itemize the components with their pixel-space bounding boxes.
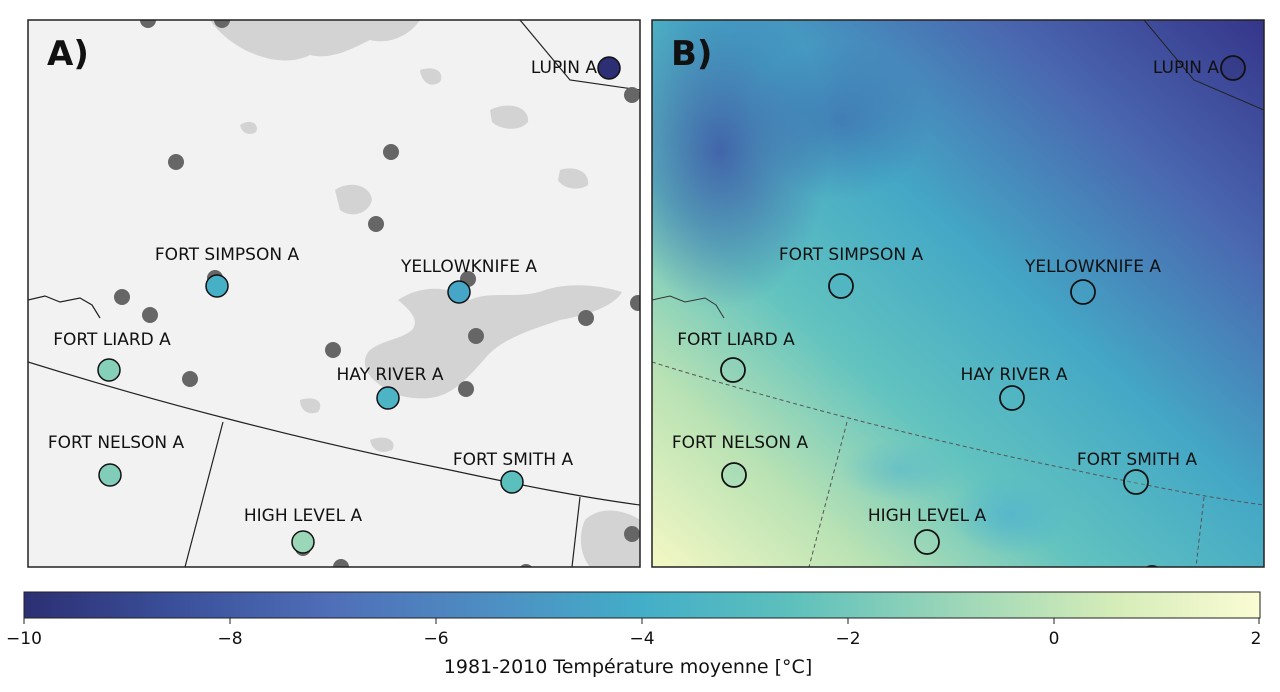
station-dot: [142, 307, 158, 323]
colorbar-tick-label: −8: [217, 629, 242, 649]
station-marker-fort-nelson: [98, 463, 122, 487]
lake-shape: [490, 105, 529, 129]
station-dot: [140, 20, 156, 28]
station-dot: [578, 310, 594, 326]
colorbar-ticks: [23, 618, 1260, 624]
province-border: [1195, 496, 1205, 567]
station-dot: [383, 144, 399, 160]
station-label-high-level: HIGH LEVEL A: [868, 506, 987, 526]
station-marker-high-level: [914, 529, 940, 555]
stations-a: [97, 56, 621, 554]
station-marker-fort-liard: [720, 357, 746, 383]
station-label-hay-river: HAY RIVER A: [961, 365, 1068, 385]
colorbar-gradient: [23, 591, 1261, 619]
station-dot: [458, 381, 474, 397]
lake-shape: [335, 184, 372, 215]
cold-zone: [750, 40, 930, 200]
panel-a-letter: A): [47, 34, 89, 74]
station-label-yellowknife: YELLOWKNIFE A: [400, 257, 537, 277]
station-dot: [468, 328, 484, 344]
cool-zone: [950, 475, 1070, 555]
station-marker-yellowknife: [1070, 279, 1096, 305]
province-border: [808, 421, 848, 567]
station-label-fort-nelson: FORT NELSON A: [48, 433, 185, 453]
colorbar-tick-label: 0: [1049, 629, 1060, 649]
station-label-hay-river: HAY RIVER A: [337, 365, 444, 385]
colorbar-title: 1981-2010 Température moyenne [°C]: [444, 656, 812, 678]
station-dot: [168, 154, 184, 170]
station-marker-high-level: [291, 530, 315, 554]
panel-a-frame: [27, 19, 641, 568]
station-marker-fort-smith: [1123, 469, 1149, 495]
station-marker-lupin: [1220, 55, 1246, 81]
station-dot: [182, 371, 198, 387]
station-label-fort-nelson: FORT NELSON A: [672, 433, 809, 453]
panel-b-field: [652, 20, 1264, 567]
station-dot: [630, 295, 640, 311]
station-marker-fort-liard: [97, 358, 121, 382]
lake-shape: [370, 437, 394, 452]
station-dot: [368, 216, 384, 232]
station-label-fort-simpson: FORT SIMPSON A: [155, 245, 300, 265]
station-dot: [325, 342, 341, 358]
station-label-fort-liard: FORT LIARD A: [53, 330, 171, 350]
lake-shape: [300, 398, 321, 414]
station-marker-lupin: [597, 56, 621, 80]
province-border: [184, 421, 224, 567]
colorbar-tick-label: 2: [1251, 629, 1262, 649]
territory-border: [1143, 20, 1264, 111]
station-label-lupin: LUPIN A: [531, 58, 597, 78]
panel-a-terrain: [28, 20, 640, 567]
station-label-fort-liard: FORT LIARD A: [677, 330, 795, 350]
lake-shape: [558, 168, 589, 189]
station-marker-hay-river: [376, 386, 400, 410]
colorbar-tick-label: −4: [629, 629, 654, 649]
station-label-high-level: HIGH LEVEL A: [244, 506, 363, 526]
panel-b-frame: [651, 19, 1265, 568]
station-marker-partial: [1145, 565, 1159, 567]
station-dot: [214, 20, 230, 28]
cool-zone: [840, 440, 960, 500]
station-marker-fort-smith: [500, 470, 524, 494]
station-label-lupin: LUPIN A: [1153, 58, 1219, 78]
station-label-fort-smith: FORT SMITH A: [453, 450, 574, 470]
other-stations-a: [114, 20, 640, 567]
station-dot: [114, 289, 130, 305]
station-label-fort-smith: FORT SMITH A: [1077, 450, 1198, 470]
territory-border: [519, 20, 640, 91]
colorbar-tick-label: −2: [835, 629, 860, 649]
colorbar: −10 −8 −6 −4 −2 0 2 1981-2010 Températur…: [6, 591, 1262, 678]
panel-b-letter: B): [671, 34, 712, 74]
province-border: [571, 496, 581, 567]
colorbar-tick-label: −10: [6, 629, 42, 649]
station-dot: [624, 87, 640, 103]
lake-shape: [240, 121, 257, 134]
station-dot: [333, 559, 349, 567]
province-border: [28, 361, 640, 506]
province-border: [652, 361, 1264, 506]
station-dot: [624, 526, 640, 542]
station-marker-hay-river: [999, 385, 1025, 411]
territory-border: [652, 295, 725, 319]
station-marker-yellowknife: [447, 280, 471, 304]
great-slave-lake: [364, 285, 622, 399]
great-bear-lake: [210, 20, 420, 61]
station-marker-fort-simpson: [828, 273, 854, 299]
station-marker-fort-simpson: [205, 274, 229, 298]
colorbar-tick-label: −6: [423, 629, 448, 649]
panel-b-map: B) LUPIN A FORT SIMPSON A YELLOWKNIFE A …: [651, 19, 1265, 568]
station-label-yellowknife: YELLOWKNIFE A: [1024, 257, 1161, 277]
territory-border: [28, 295, 101, 319]
lake-shape: [420, 68, 442, 85]
lake-shape: [580, 510, 640, 567]
stations-b: [720, 55, 1246, 567]
station-marker-fort-nelson: [721, 462, 747, 488]
panel-a-map: A) LUPIN A FORT SIMPSON A YELLOWKNIFE A …: [27, 19, 641, 568]
station-label-fort-simpson: FORT SIMPSON A: [779, 245, 924, 265]
